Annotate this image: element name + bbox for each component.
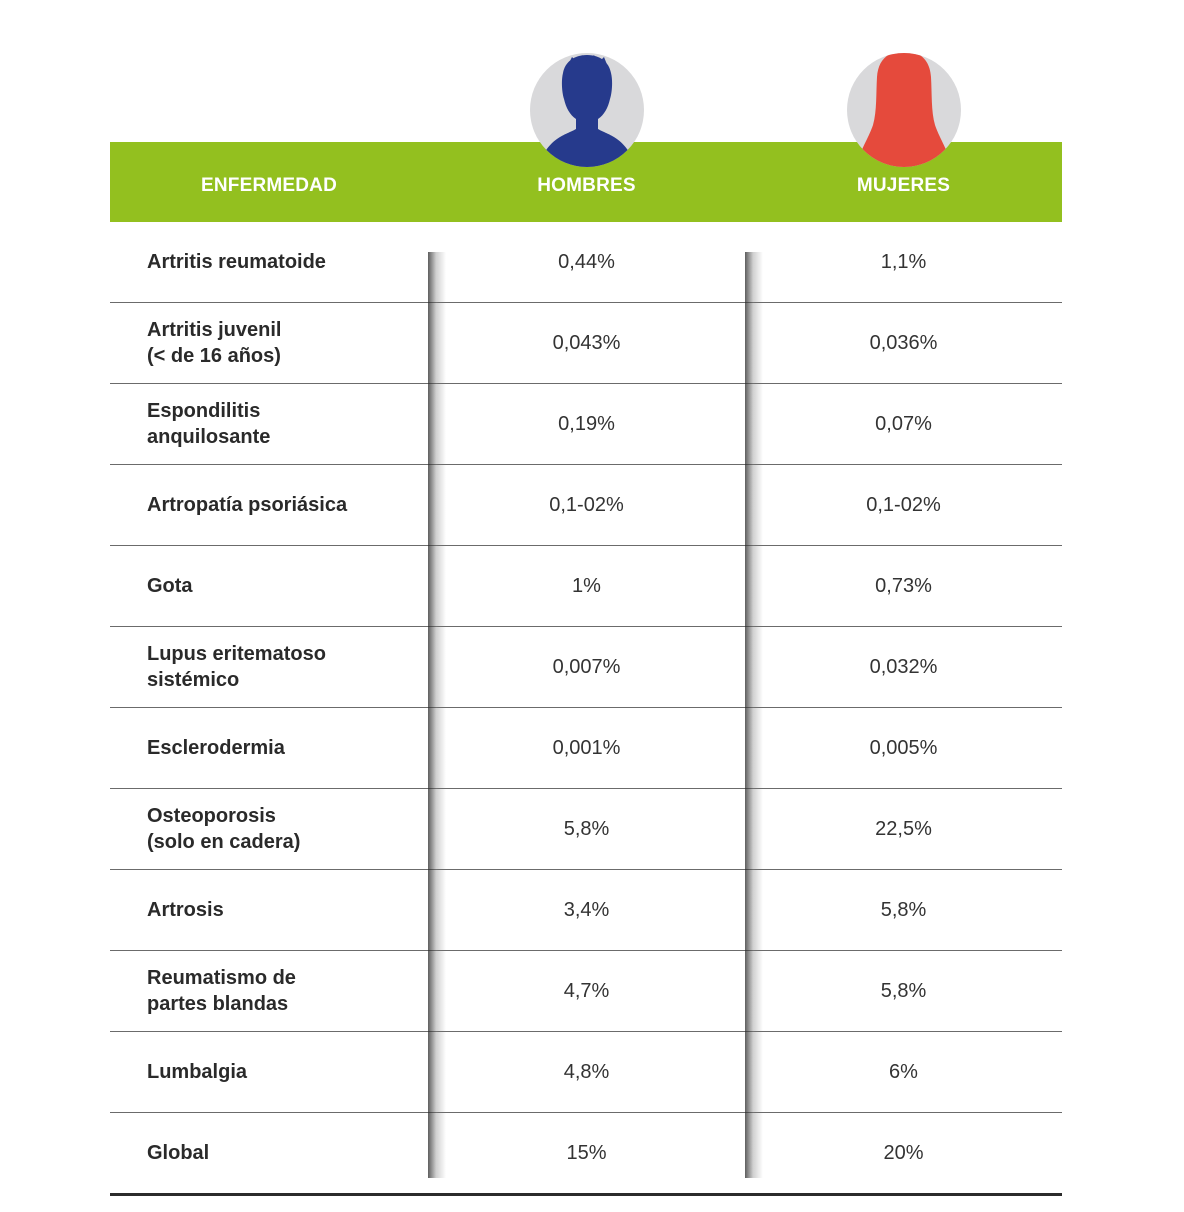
men-value: 0,1-02% — [549, 493, 624, 516]
disease-name: Esclerodermia — [147, 737, 285, 759]
disease-name: Artropatía psoriásica — [147, 494, 348, 516]
women-value: 0,1-02% — [866, 493, 941, 516]
disease-name: Osteoporosis (solo en cadera) — [147, 805, 301, 853]
disease-name: Artrosis — [147, 899, 224, 921]
women-value: 0,036% — [869, 331, 938, 354]
men-value: 1% — [572, 574, 601, 597]
table-row: Reumatismo de partes blandas 4,7% 5,8% — [110, 951, 1062, 1032]
men-value: 0,007% — [552, 655, 621, 678]
women-value: 20% — [883, 1141, 924, 1164]
men-value: 0,001% — [552, 736, 621, 759]
disease-name: Lumbalgia — [147, 1061, 248, 1083]
women-value: 5,8% — [880, 979, 927, 1002]
column-header-women: MUJERES — [856, 175, 951, 196]
table-row: Espondilitis anquilosante 0,19% 0,07% — [110, 384, 1062, 465]
table-row: Artritis reumatoide 0,44% 1,1% — [110, 222, 1062, 303]
table-row: Esclerodermia 0,001% 0,005% — [110, 708, 1062, 789]
disease-name: Artritis reumatoide — [147, 251, 326, 273]
column-header-disease: ENFERMEDAD — [200, 175, 338, 196]
women-value: 6% — [889, 1060, 918, 1083]
women-value: 5,8% — [880, 898, 927, 921]
disease-name: Gota — [147, 575, 193, 597]
men-value: 0,043% — [552, 331, 621, 354]
men-value: 3,4% — [563, 898, 610, 921]
men-value: 4,8% — [563, 1060, 610, 1083]
men-value: 0,19% — [558, 412, 615, 435]
disease-name: Lupus eritematoso sistémico — [147, 643, 326, 691]
column-header-men: HOMBRES — [537, 175, 636, 196]
men-value: 5,8% — [563, 817, 610, 840]
disease-name: Global — [147, 1142, 210, 1164]
women-value: 22,5% — [875, 817, 932, 840]
prevalence-table: ENFERMEDAD HOMBRES MUJERES Artritis reum… — [110, 0, 1062, 1212]
disease-name: Reumatismo de partes blandas — [147, 967, 296, 1015]
disease-name: Espondilitis anquilosante — [147, 400, 271, 448]
women-value: 0,73% — [875, 574, 932, 597]
table-body: Artritis reumatoide 0,44% 1,1% Artritis … — [110, 222, 1062, 1196]
disease-name: Artritis juvenil (< de 16 años) — [147, 319, 282, 367]
table-row: Osteoporosis (solo en cadera) 5,8% 22,5% — [110, 789, 1062, 870]
women-value: 1,1% — [880, 250, 927, 273]
men-value: 15% — [566, 1141, 607, 1164]
men-value: 4,7% — [563, 979, 610, 1002]
table-row: Artritis juvenil (< de 16 años) 0,043% 0… — [110, 303, 1062, 384]
women-value: 0,005% — [869, 736, 938, 759]
table-row: Artropatía psoriásica 0,1-02% 0,1-02% — [110, 465, 1062, 546]
female-avatar-icon — [847, 53, 961, 167]
table-row: Lumbalgia 4,8% 6% — [110, 1032, 1062, 1113]
women-value: 0,032% — [869, 655, 938, 678]
table-row: Lupus eritematoso sistémico 0,007% 0,032… — [110, 627, 1062, 708]
table-row: Global 15% 20% — [110, 1113, 1062, 1196]
table-row: Gota 1% 0,73% — [110, 546, 1062, 627]
table-row: Artrosis 3,4% 5,8% — [110, 870, 1062, 951]
women-value: 0,07% — [875, 412, 932, 435]
men-value: 0,44% — [558, 250, 615, 273]
male-avatar-icon — [530, 53, 644, 167]
